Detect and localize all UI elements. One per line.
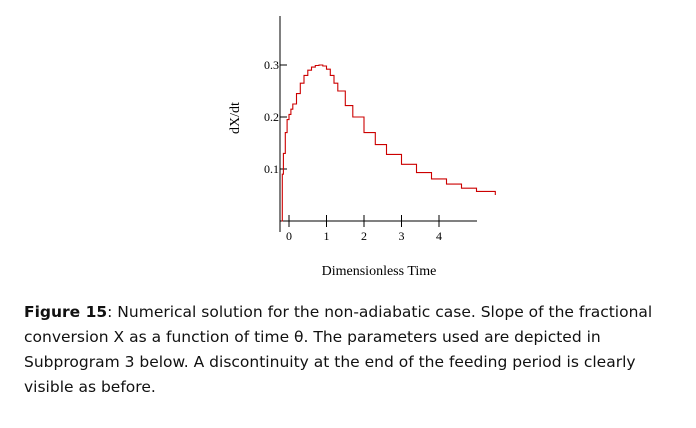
x-tick-label: 2 xyxy=(361,229,367,243)
series-line xyxy=(281,64,496,222)
x-axis-label: Dimensionless Time xyxy=(322,264,437,279)
chart: 0.1 0.2 0.3 0 1 2 3 4 dX/dt Dimensionless Time xyxy=(228,16,496,279)
x-tick-label: 0 xyxy=(286,229,292,243)
x-tick-label: 4 xyxy=(436,229,442,243)
x-tick-label: 3 xyxy=(399,229,405,243)
y-ticks: 0.1 0.2 0.3 xyxy=(264,58,287,176)
y-tick-label: 0.2 xyxy=(264,110,279,124)
x-tick-label: 1 xyxy=(324,229,330,243)
figure-label: Figure 15 xyxy=(24,303,108,321)
caption-text: : Numerical solution for the non-adiabat… xyxy=(24,303,653,396)
y-tick-label: 0.3 xyxy=(264,58,279,72)
y-tick-label: 0.1 xyxy=(264,162,279,176)
series-layer xyxy=(281,64,496,222)
y-axis-label: dX/dt xyxy=(228,102,243,134)
figure-caption: Figure 15: Numerical solution for the no… xyxy=(24,300,674,400)
x-ticks: 0 1 2 3 4 xyxy=(286,215,442,243)
